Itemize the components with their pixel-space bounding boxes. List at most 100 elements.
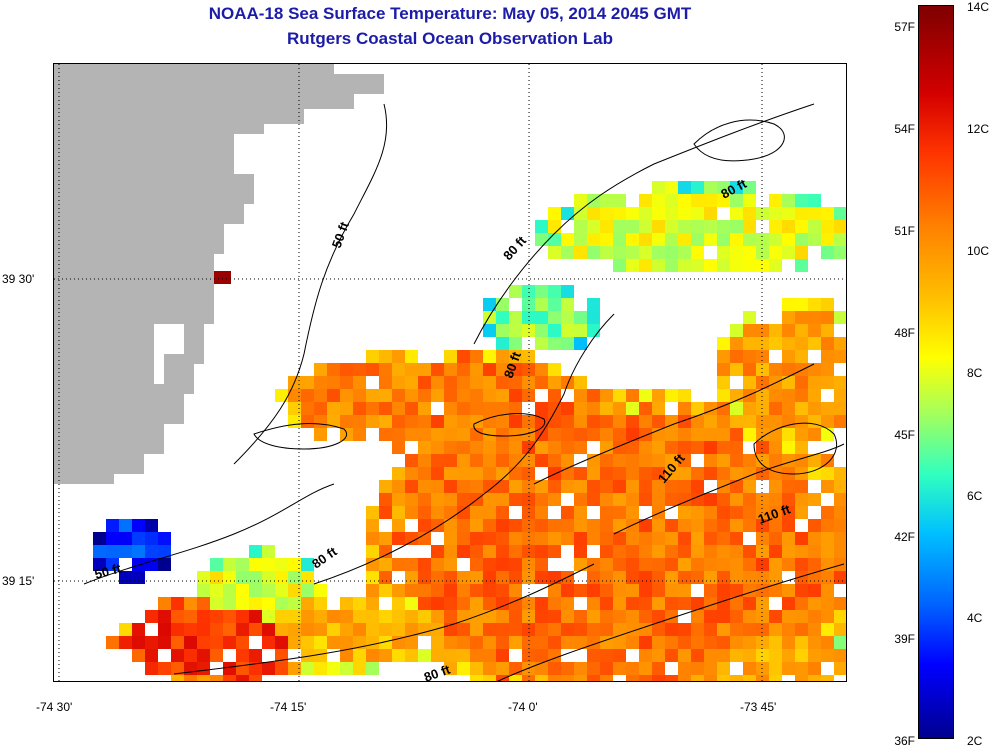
sst-pixel	[743, 207, 756, 220]
sst-pixel	[691, 415, 704, 428]
sst-pixel	[639, 597, 652, 610]
sst-pixel	[470, 480, 483, 493]
sst-pixel	[392, 467, 405, 480]
sst-pixel	[691, 649, 704, 662]
sst-pixel	[470, 467, 483, 480]
sst-pixel	[392, 363, 405, 376]
sst-pixel	[392, 376, 405, 389]
cbar-label-36f: 36F	[894, 734, 915, 748]
sst-pixel	[405, 532, 418, 545]
sst-pixel	[834, 506, 846, 519]
sst-pixel	[704, 636, 717, 649]
cbar-label-51f: 51F	[894, 224, 915, 238]
sst-pixel	[782, 493, 795, 506]
sst-pixel	[717, 181, 730, 194]
sst-pixel	[808, 584, 821, 597]
sst-pixel	[678, 675, 691, 681]
sst-pixel	[717, 428, 730, 441]
sst-pixel	[756, 623, 769, 636]
sst-pixel	[366, 636, 379, 649]
sst-pixel	[769, 259, 782, 272]
sst-pixel	[678, 389, 691, 402]
sst-pixel	[561, 454, 574, 467]
sst-pixel	[717, 467, 730, 480]
sst-pixel	[431, 493, 444, 506]
sst-pixel	[730, 506, 743, 519]
sst-pixel	[639, 389, 652, 402]
sst-pixel	[626, 662, 639, 675]
sst-pixel	[106, 545, 119, 558]
sst-pixel	[496, 532, 509, 545]
sst-pixel	[665, 207, 678, 220]
sst-pixel	[366, 558, 379, 571]
sst-pixel	[808, 558, 821, 571]
sst-pixel	[600, 493, 613, 506]
sst-pixel	[314, 584, 327, 597]
sst-pixel	[626, 259, 639, 272]
sst-pixel	[613, 532, 626, 545]
sst-pixel	[730, 545, 743, 558]
sst-pixel	[613, 467, 626, 480]
sst-pixel	[782, 610, 795, 623]
sst-map[interactable]: 50 ft 80 ft 80 ft 80 ft 110 ft 110 ft 50…	[53, 63, 847, 682]
sst-pixel	[483, 662, 496, 675]
sst-pixel	[522, 376, 535, 389]
sst-pixel	[652, 584, 665, 597]
sst-pixel	[457, 636, 470, 649]
sst-pixel	[613, 506, 626, 519]
sst-pixel	[678, 623, 691, 636]
sst-pixel	[574, 389, 587, 402]
cbar-label-2c: 2C	[967, 734, 983, 748]
sst-pixel	[782, 324, 795, 337]
sst-pixel	[717, 597, 730, 610]
sst-pixel	[808, 571, 821, 584]
sst-pixel	[548, 623, 561, 636]
sst-pixel	[795, 623, 808, 636]
sst-pixel	[236, 610, 249, 623]
sst-pixel	[340, 376, 353, 389]
y-tick-label-39-30: 39 30'	[2, 272, 35, 286]
sst-pixel	[431, 480, 444, 493]
sst-pixel	[743, 194, 756, 207]
sst-pixel	[379, 532, 392, 545]
sst-pixel	[444, 454, 457, 467]
sst-pixel	[483, 428, 496, 441]
sst-pixel	[808, 311, 821, 324]
sst-pixel	[444, 376, 457, 389]
sst-pixel	[782, 298, 795, 311]
sst-pixel	[834, 571, 846, 584]
sst-pixel	[470, 441, 483, 454]
sst-pixel	[782, 376, 795, 389]
sst-pixel	[652, 194, 665, 207]
sst-pixel	[444, 636, 457, 649]
sst-pixel	[613, 246, 626, 259]
sst-pixel	[93, 558, 106, 571]
sst-pixel	[613, 389, 626, 402]
sst-pixel	[249, 558, 262, 571]
sst-pixel	[548, 454, 561, 467]
cbar-label-48f: 48F	[894, 326, 915, 340]
sst-pixel	[457, 415, 470, 428]
sst-pixel	[574, 675, 587, 681]
sst-pixel	[834, 649, 846, 662]
sst-pixel	[782, 207, 795, 220]
sst-pixel	[678, 402, 691, 415]
sst-pixel	[132, 649, 145, 662]
sst-pixel	[496, 311, 509, 324]
sst-pixel	[743, 311, 756, 324]
sst-pixel	[132, 519, 145, 532]
sst-pixel	[626, 597, 639, 610]
sst-pixel	[743, 181, 756, 194]
sst-pixel	[730, 194, 743, 207]
sst-pixel	[743, 584, 756, 597]
sst-pixel	[691, 571, 704, 584]
sst-pixel	[678, 220, 691, 233]
sst-pixel	[587, 467, 600, 480]
sst-pixel	[730, 207, 743, 220]
sst-pixel	[574, 337, 587, 350]
sst-pixel	[444, 389, 457, 402]
sst-pixel	[808, 493, 821, 506]
sst-pixel	[574, 233, 587, 246]
sst-pixel	[418, 493, 431, 506]
sst-pixel	[496, 545, 509, 558]
